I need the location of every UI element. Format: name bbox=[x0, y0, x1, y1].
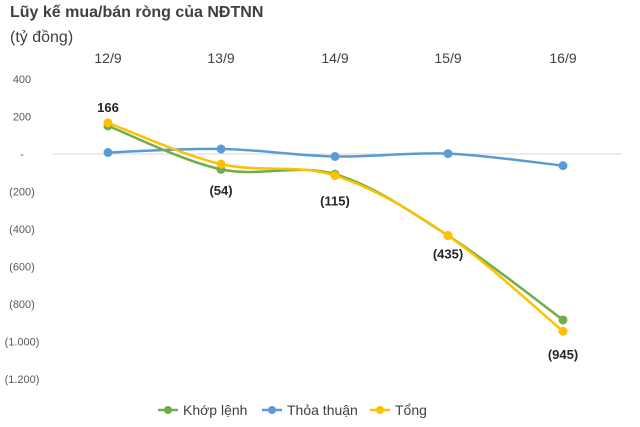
legend-label: Khớp lệnh bbox=[183, 402, 247, 418]
series-line bbox=[106, 121, 565, 333]
data-point bbox=[103, 118, 113, 128]
x-category-label: 13/9 bbox=[207, 50, 234, 66]
data-point bbox=[558, 161, 568, 171]
x-category-label: 14/9 bbox=[321, 50, 348, 66]
data-label: 166 bbox=[97, 100, 119, 115]
y-tick-label: 400 bbox=[13, 74, 31, 86]
legend-label: Thỏa thuận bbox=[287, 402, 358, 418]
data-point bbox=[443, 149, 453, 159]
y-tick-label: (1.000) bbox=[5, 337, 40, 349]
y-tick-label: 200 bbox=[13, 112, 31, 124]
legend-marker bbox=[164, 406, 172, 414]
data-point bbox=[558, 326, 568, 336]
y-tick-label: (200) bbox=[9, 187, 35, 199]
x-category-label: 15/9 bbox=[434, 50, 461, 66]
x-category-label: 12/9 bbox=[94, 50, 121, 66]
y-tick-label: (400) bbox=[9, 224, 35, 236]
x-category-label: 16/9 bbox=[549, 50, 576, 66]
data-label: (115) bbox=[320, 194, 350, 209]
y-tick-label: (1.200) bbox=[5, 374, 40, 386]
chart-subtitle: (tỷ đồng) bbox=[10, 29, 74, 46]
legend-marker bbox=[376, 406, 384, 414]
legend-label: Tổng bbox=[395, 402, 427, 418]
data-point bbox=[330, 171, 340, 181]
y-tick-label: (800) bbox=[9, 299, 35, 311]
data-label: (435) bbox=[433, 247, 463, 262]
data-point bbox=[103, 148, 113, 157]
legend-marker bbox=[268, 406, 276, 414]
data-label: (945) bbox=[548, 347, 578, 362]
data-point bbox=[330, 151, 340, 161]
y-tick-label: (600) bbox=[9, 262, 35, 274]
chart-title: Lũy kế mua/bán ròng của NĐTNN bbox=[10, 4, 264, 21]
data-label: (54) bbox=[209, 183, 232, 198]
data-point bbox=[216, 159, 226, 169]
y-tick-label: - bbox=[20, 149, 24, 161]
data-point bbox=[443, 231, 453, 241]
data-point bbox=[558, 315, 568, 325]
data-point bbox=[216, 144, 226, 154]
